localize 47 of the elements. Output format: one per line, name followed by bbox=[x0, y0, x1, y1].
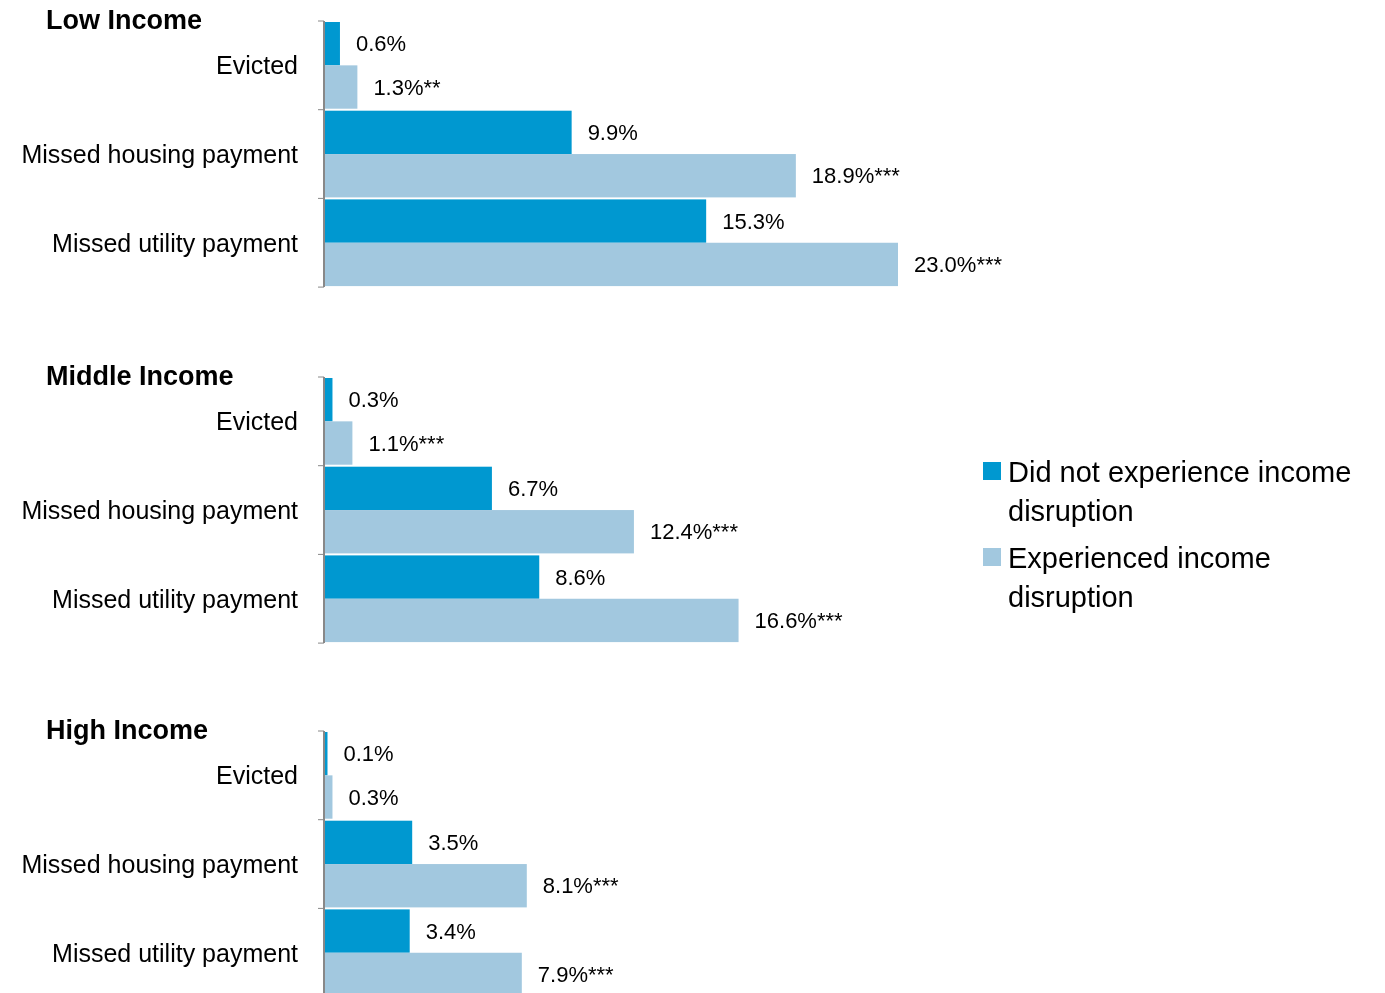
data-label: 6.7% bbox=[507, 476, 559, 502]
data-label: 18.9%*** bbox=[811, 163, 901, 189]
y-tick-label: Missed utility payment bbox=[52, 584, 299, 613]
chart-title: High Income bbox=[46, 715, 209, 745]
y-tick-label: Missed utility payment bbox=[52, 938, 299, 967]
data-label: 1.3%** bbox=[373, 74, 442, 100]
chart-title: Middle Income bbox=[46, 361, 234, 391]
bar bbox=[325, 110, 572, 155]
data-label: 7.9%*** bbox=[537, 962, 615, 988]
bar bbox=[325, 242, 898, 287]
data-label: 0.1% bbox=[343, 741, 394, 767]
data-label: 0.6% bbox=[355, 31, 407, 57]
bar bbox=[325, 65, 358, 109]
y-tick-label: Missed housing payment bbox=[21, 849, 299, 878]
data-label: 15.3% bbox=[722, 208, 785, 234]
data-label: 8.1%*** bbox=[542, 873, 620, 899]
data-label: 8.6% bbox=[555, 564, 606, 590]
bar bbox=[325, 510, 634, 554]
y-tick-label: Evicted bbox=[216, 407, 298, 436]
y-tick-label: Missed utility payment bbox=[52, 228, 299, 257]
data-label: 16.6%*** bbox=[754, 608, 844, 634]
bar bbox=[325, 864, 527, 908]
bar bbox=[325, 154, 796, 198]
data-label: 1.1%*** bbox=[368, 430, 445, 456]
bar bbox=[325, 421, 353, 465]
bar bbox=[325, 555, 540, 599]
bar bbox=[325, 378, 333, 422]
y-tick-label: Missed housing payment bbox=[21, 139, 299, 168]
legend-label: Experienced income disruption bbox=[1008, 542, 1271, 614]
legend-label: Did not experience income disruption bbox=[1008, 456, 1352, 528]
y-tick-label: Missed housing payment bbox=[21, 495, 299, 524]
bar bbox=[325, 775, 333, 819]
data-label: 0.3% bbox=[348, 784, 399, 810]
data-label: 3.4% bbox=[425, 918, 476, 944]
bar bbox=[325, 22, 340, 66]
data-label: 3.5% bbox=[428, 830, 479, 856]
bar bbox=[325, 598, 739, 643]
data-label: 0.3% bbox=[348, 387, 399, 413]
data-label: 12.4%*** bbox=[649, 519, 739, 545]
chart-title: Low Income bbox=[46, 5, 203, 35]
bar bbox=[325, 199, 707, 243]
bar bbox=[325, 820, 413, 865]
y-tick-label: Evicted bbox=[216, 761, 298, 790]
data-label: 23.0%*** bbox=[914, 252, 1003, 278]
data-label: 9.9% bbox=[587, 120, 638, 146]
y-tick-label: Evicted bbox=[216, 51, 298, 80]
bar bbox=[325, 466, 492, 511]
